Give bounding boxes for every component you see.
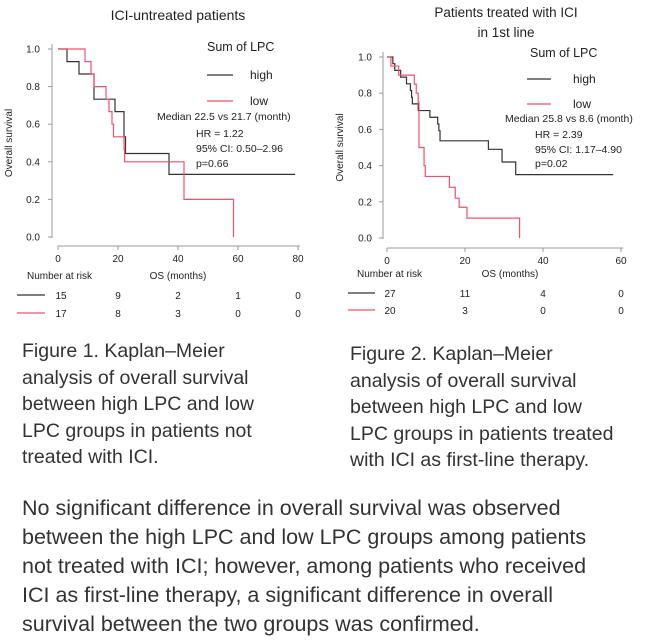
y-tick-label: 0.2 xyxy=(26,195,40,206)
y-tick-label: 0.4 xyxy=(358,161,372,172)
risk-value-low: 8 xyxy=(115,309,121,320)
km-curve-low xyxy=(58,48,235,237)
paragraph-line: survival between the two groups was conf… xyxy=(22,612,480,636)
summary-paragraph: No significant difference in overall sur… xyxy=(22,494,586,639)
y-tick-label: 0.8 xyxy=(26,82,40,93)
risk-value-high: 0 xyxy=(295,291,301,302)
risk-value-high: 15 xyxy=(55,291,67,302)
risk-value-high: 0 xyxy=(618,289,624,300)
stats-text: 95% CI: 0.50–2.96 xyxy=(196,143,283,155)
fig1-line: LPC groups in patients not xyxy=(22,419,252,442)
risk-value-high: 2 xyxy=(175,291,181,302)
x-tick-label: 0 xyxy=(55,254,61,265)
fig1-line: analysis of overall survival xyxy=(22,366,249,389)
number-at-risk-label: Number at risk xyxy=(27,271,93,282)
number-at-risk-label: Number at risk xyxy=(357,269,423,280)
risk-value-low: 0 xyxy=(235,309,241,320)
x-axis-label: OS (months) xyxy=(150,271,207,282)
fig2-line: LPC groups in patients treated xyxy=(350,422,614,445)
fig2-line: analysis of overall survival xyxy=(350,369,577,392)
y-axis-label: Overall survival xyxy=(335,113,346,181)
stats-text: 95% CI: 1.17–4.90 xyxy=(535,144,622,156)
paragraph-line: between the high LPC and low LPC groups … xyxy=(22,525,587,549)
fig2-line: with ICI as first-line therapy. xyxy=(350,449,590,471)
x-tick-label: 0 xyxy=(384,256,390,267)
risk-value-low: 0 xyxy=(295,309,301,320)
x-tick-label: 80 xyxy=(292,254,304,265)
x-tick-label: 40 xyxy=(172,254,184,265)
y-tick-label: 0.4 xyxy=(26,157,40,168)
stats-text: p=0.66 xyxy=(196,158,229,170)
paragraph-line: not treated with ICI; however, among pat… xyxy=(22,554,587,578)
legend-label-low: low xyxy=(573,97,591,111)
risk-value-low: 3 xyxy=(175,309,181,320)
chart-title: Patients treated with ICI xyxy=(434,5,577,20)
x-tick-label: 40 xyxy=(537,256,549,267)
y-tick-label: 0.0 xyxy=(26,233,40,244)
risk-value-low: 0 xyxy=(618,306,624,317)
legend-label-high: high xyxy=(573,72,596,86)
figure-1-caption: Figure 1. Kaplan–Meier analysis of overal… xyxy=(22,338,254,471)
y-tick-label: 0.6 xyxy=(26,120,40,131)
risk-value-low: 17 xyxy=(55,309,67,320)
legend-label-low: low xyxy=(250,94,268,108)
risk-value-high: 27 xyxy=(384,289,396,300)
fig1-line: between high LPC and low xyxy=(22,393,254,415)
km-curve-high xyxy=(58,48,295,175)
x-tick-label: 20 xyxy=(112,254,124,265)
y-tick-label: 0.0 xyxy=(358,234,372,245)
y-axis-label: Overall survival xyxy=(4,109,15,177)
fig1-line: treated with ICI. xyxy=(22,446,159,468)
fig1-line: Figure 1. Kaplan–Meier xyxy=(22,340,225,362)
chart-title-line2: in 1st line xyxy=(477,25,534,40)
stats-text: HR = 1.22 xyxy=(196,128,244,140)
legend-title: Sum of LPC xyxy=(207,40,274,54)
y-tick-label: 1.0 xyxy=(26,45,40,56)
risk-value-high: 1 xyxy=(235,291,241,302)
km-curve-low xyxy=(387,56,521,238)
risk-value-low: 20 xyxy=(384,306,396,317)
stats-text: HR = 2.39 xyxy=(535,129,583,141)
km-figures: ICI-untreated patients 0.0 0.2 0.4 0.6 0.8 1.0… xyxy=(4,5,633,320)
stats-text: p=0.02 xyxy=(535,158,568,170)
fig2-line: between high LPC and low xyxy=(350,396,582,418)
figure-2-caption: Figure 2. Kaplan–Meier analysis of overal… xyxy=(350,341,613,474)
legend-title: Sum of LPC xyxy=(530,46,597,60)
km-curve-high xyxy=(387,56,614,176)
stats-text: Median 25.8 vs 8.6 (month) xyxy=(505,113,633,125)
x-tick-label: 60 xyxy=(232,254,244,265)
x-axis-label: OS (months) xyxy=(482,269,539,280)
x-tick-label: 60 xyxy=(615,256,627,267)
legend-label-high: high xyxy=(250,68,273,82)
y-tick-label: 0.6 xyxy=(358,125,372,136)
risk-value-low: 3 xyxy=(462,306,468,317)
paragraph-line: No significant difference in overall sur… xyxy=(22,496,561,520)
risk-value-high: 9 xyxy=(115,291,121,302)
y-tick-label: 0.8 xyxy=(358,89,372,100)
risk-value-low: 0 xyxy=(540,306,546,317)
x-tick-label: 20 xyxy=(459,256,471,267)
risk-value-high: 4 xyxy=(540,289,546,300)
chart-title: ICI-untreated patients xyxy=(111,7,246,23)
paragraph-line: ICI as first-line therapy, a significant… xyxy=(22,583,553,607)
stats-text: Median 22.5 vs 21.7 (month) xyxy=(157,111,291,123)
fig2-line: Figure 2. Kaplan–Meier xyxy=(350,343,553,365)
y-tick-label: 0.2 xyxy=(358,197,372,208)
risk-value-high: 11 xyxy=(460,289,471,300)
y-tick-label: 1.0 xyxy=(358,53,372,64)
